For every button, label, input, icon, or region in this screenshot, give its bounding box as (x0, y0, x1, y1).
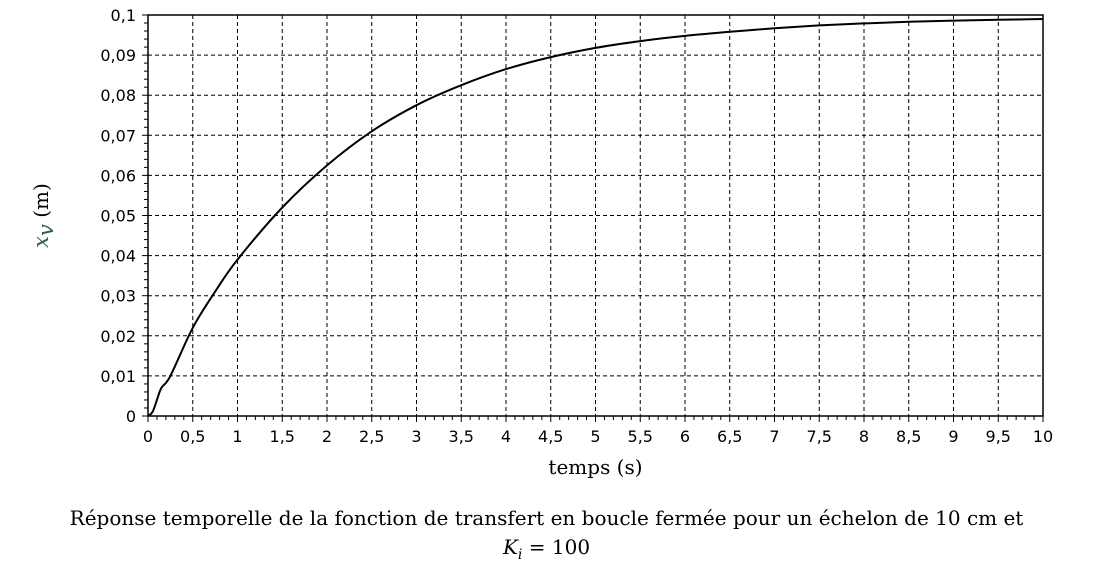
x-tick-label: 4 (501, 427, 511, 446)
y-axis-subscript: v (34, 224, 58, 236)
y-axis-unit-text: (m) (29, 183, 53, 218)
x-tick-label: 3,5 (449, 427, 474, 446)
y-tick-label: 0,08 (100, 86, 136, 105)
y-tick-label: 0,02 (100, 327, 136, 346)
x-tick-label: 8 (859, 427, 869, 446)
figure-caption-line1: Réponse temporelle de la fonction de tra… (69, 506, 1024, 530)
y-axis-label: xv (m) (29, 183, 58, 248)
y-tick-label: 0,01 (100, 367, 136, 386)
y-axis-variable: x (29, 236, 53, 248)
x-tick-label: 4,5 (538, 427, 563, 446)
x-axis-label: temps (s) (548, 455, 642, 479)
x-tick-label: 10 (1033, 427, 1053, 446)
y-tick-label: 0,03 (100, 287, 136, 306)
y-tick-labels: 0 0,01 0,02 0,03 0,04 0,05 0,06 0,07 0,08 0,09 0,1 (100, 6, 136, 426)
y-tick-label: 0,04 (100, 247, 136, 266)
chart: 0 0,5 1 1,5 2 2,5 3 3,5 4 4,5 5 5,5 6 6,5 7 7,5 8 8,5 9 9,5… (29, 6, 1053, 479)
x-tick-label: 1,5 (270, 427, 295, 446)
x-tick-label: 0 (143, 427, 153, 446)
caption-value: = 100 (522, 535, 591, 559)
y-tick-label: 0 (126, 407, 136, 426)
plot-frame (147, 14, 1044, 417)
minor-ticks (142, 14, 1044, 422)
x-tick-label: 9 (948, 427, 958, 446)
x-tick-label: 2 (322, 427, 332, 446)
caption-variable: K (502, 535, 518, 559)
x-tick-labels: 0 0,5 1 1,5 2 2,5 3 3,5 4 4,5 5 5,5 6 6,5 7 7,5 8 8,5 9 9,5… (143, 427, 1053, 446)
figure-caption-line2: Ki = 100 (0, 535, 1093, 563)
x-tick-label: 2,5 (359, 427, 384, 446)
y-tick-label: 0,05 (100, 207, 136, 226)
x-tick-label: 9,5 (986, 427, 1011, 446)
y-tick-label: 0,07 (100, 126, 136, 145)
y-tick-label: 0,09 (100, 46, 136, 65)
x-tick-label: 5,5 (628, 427, 653, 446)
x-tick-label: 8,5 (896, 427, 921, 446)
response-curve (147, 18, 1044, 417)
x-tick-label: 3 (411, 427, 421, 446)
x-tick-label: 5 (590, 427, 600, 446)
y-tick-label: 0,1 (111, 6, 136, 25)
x-tick-label: 7,5 (807, 427, 832, 446)
caption-subscript: i (517, 547, 523, 563)
x-tick-label: 6 (680, 427, 690, 446)
x-tick-label: 7 (769, 427, 779, 446)
x-tick-label: 6,5 (717, 427, 742, 446)
x-tick-label: 0,5 (180, 427, 205, 446)
y-tick-label: 0,06 (100, 166, 136, 185)
grid (148, 15, 1043, 416)
x-tick-label: 1 (232, 427, 242, 446)
